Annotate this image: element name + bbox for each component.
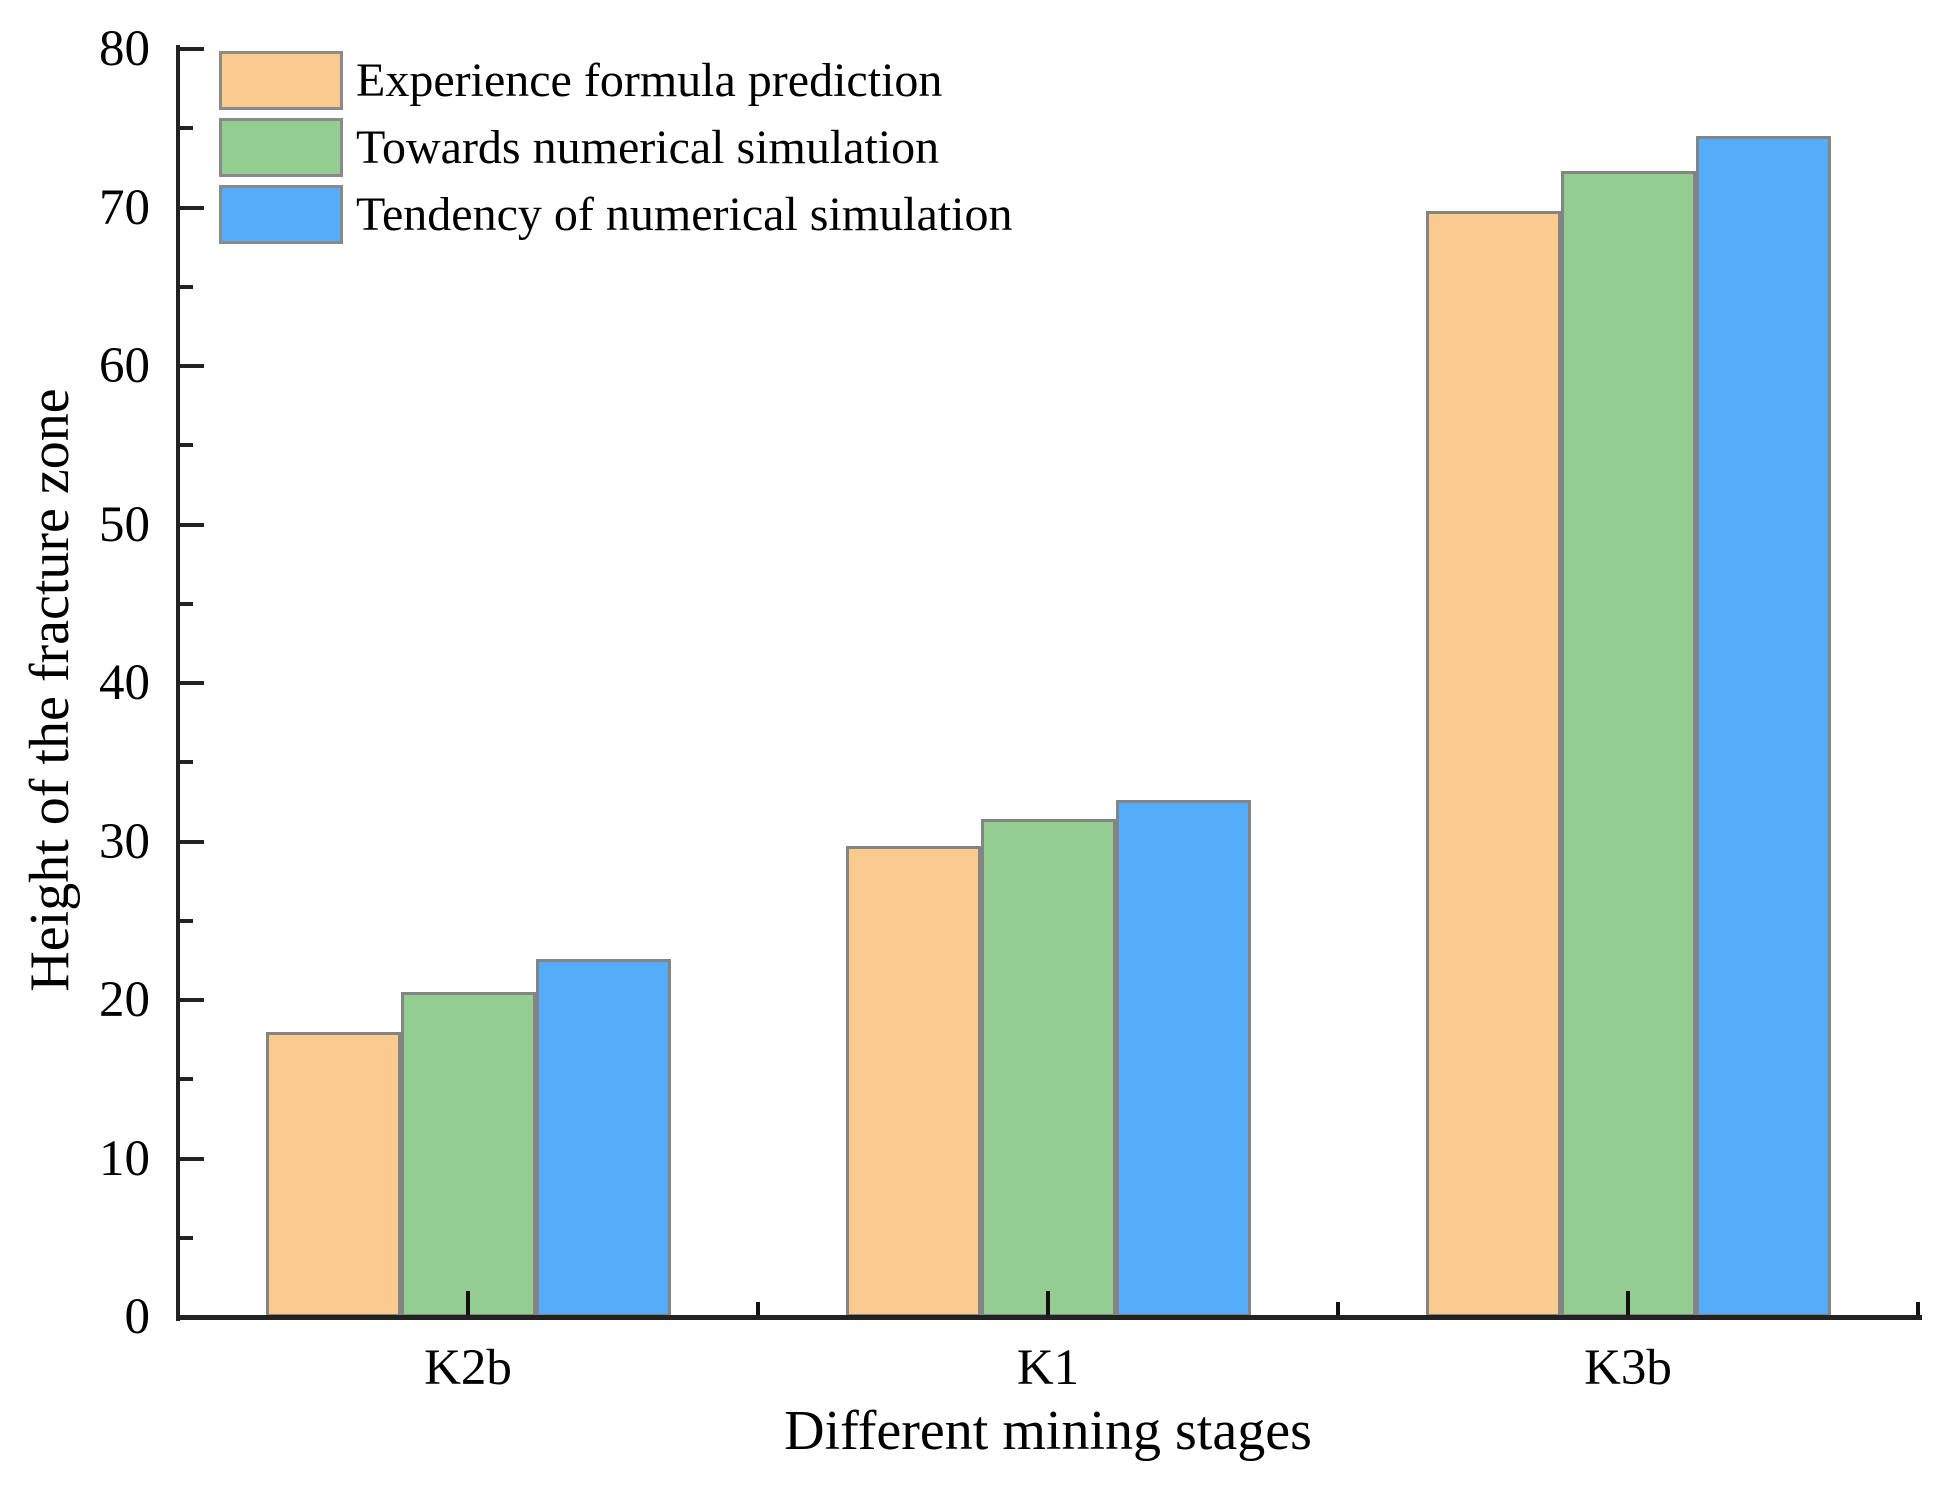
y-tick-label-10: 10 — [99, 1130, 150, 1187]
x-minor-tick-2 — [1336, 1302, 1340, 1317]
x-tick-label-k1: K1 — [1016, 1340, 1080, 1396]
y-major-tick-20 — [178, 998, 204, 1002]
y-major-tick-30 — [178, 839, 204, 844]
bar-k1-series0 — [845, 846, 981, 1317]
y-tick-label-60: 60 — [99, 338, 150, 394]
y-axis-line — [176, 45, 180, 1321]
legend-label-towards: Towards numerical simulation — [356, 121, 940, 174]
x-axis-line — [176, 1315, 1922, 1320]
y-tick-label-20: 20 — [99, 972, 150, 1028]
y-minor-tick-75 — [178, 126, 193, 131]
y-minor-tick-5 — [178, 1235, 193, 1240]
legend-item-towards: Towards numerical simulation — [219, 118, 1012, 177]
bar-k2b-series0 — [265, 1032, 401, 1317]
y-minor-tick-35 — [178, 760, 193, 765]
x-tick-label-k2b: K2b — [424, 1340, 512, 1396]
y-minor-tick-45 — [178, 601, 193, 606]
y-tick-label-50: 50 — [99, 496, 150, 553]
y-tick-label-0: 0 — [124, 1289, 151, 1345]
x-major-tick-k2b — [466, 1291, 470, 1317]
legend-label-tendency: Tendency of numerical simulation — [356, 188, 1013, 241]
y-major-tick-50 — [178, 522, 204, 527]
y-major-tick-60 — [178, 364, 204, 368]
plot-area — [178, 47, 1920, 1319]
legend: Experience formula prediction Towards nu… — [219, 51, 1012, 252]
y-tick-label-80: 80 — [99, 21, 150, 77]
x-axis-title: Different mining stages — [784, 1400, 1312, 1462]
legend-label-experience: Experience formula prediction — [356, 54, 943, 107]
legend-item-experience: Experience formula prediction — [219, 51, 1012, 110]
bar-k2b-series1 — [400, 992, 536, 1317]
y-minor-tick-25 — [178, 918, 193, 923]
y-minor-tick-55 — [178, 443, 193, 448]
y-minor-tick-15 — [178, 1077, 193, 1082]
y-major-tick-70 — [178, 205, 204, 210]
bar-k3b-series2 — [1695, 136, 1831, 1317]
y-tick-label-70: 70 — [99, 179, 150, 236]
bar-k3b-series1 — [1560, 171, 1696, 1317]
y-major-tick-10 — [178, 1156, 204, 1161]
y-tick-label-40: 40 — [99, 655, 150, 711]
legend-item-tendency: Tendency of numerical simulation — [219, 185, 1012, 244]
legend-swatch-towards — [219, 118, 343, 177]
bar-k1-series2 — [1115, 800, 1251, 1317]
y-tick-label-30: 30 — [99, 813, 150, 870]
y-minor-tick-65 — [178, 284, 193, 289]
x-major-tick-k3b — [1626, 1291, 1630, 1317]
bar-k1-series1 — [980, 819, 1116, 1317]
x-minor-tick-3 — [1916, 1302, 1920, 1317]
legend-swatch-experience — [219, 51, 343, 110]
bar-k2b-series2 — [535, 959, 671, 1317]
y-major-tick-40 — [178, 681, 204, 685]
x-minor-tick-1 — [756, 1302, 760, 1317]
x-tick-label-k3b: K3b — [1584, 1340, 1672, 1396]
x-major-tick-k1 — [1046, 1291, 1050, 1317]
legend-swatch-tendency — [219, 185, 343, 244]
y-major-tick-80 — [178, 47, 204, 51]
bar-k3b-series0 — [1425, 211, 1561, 1317]
